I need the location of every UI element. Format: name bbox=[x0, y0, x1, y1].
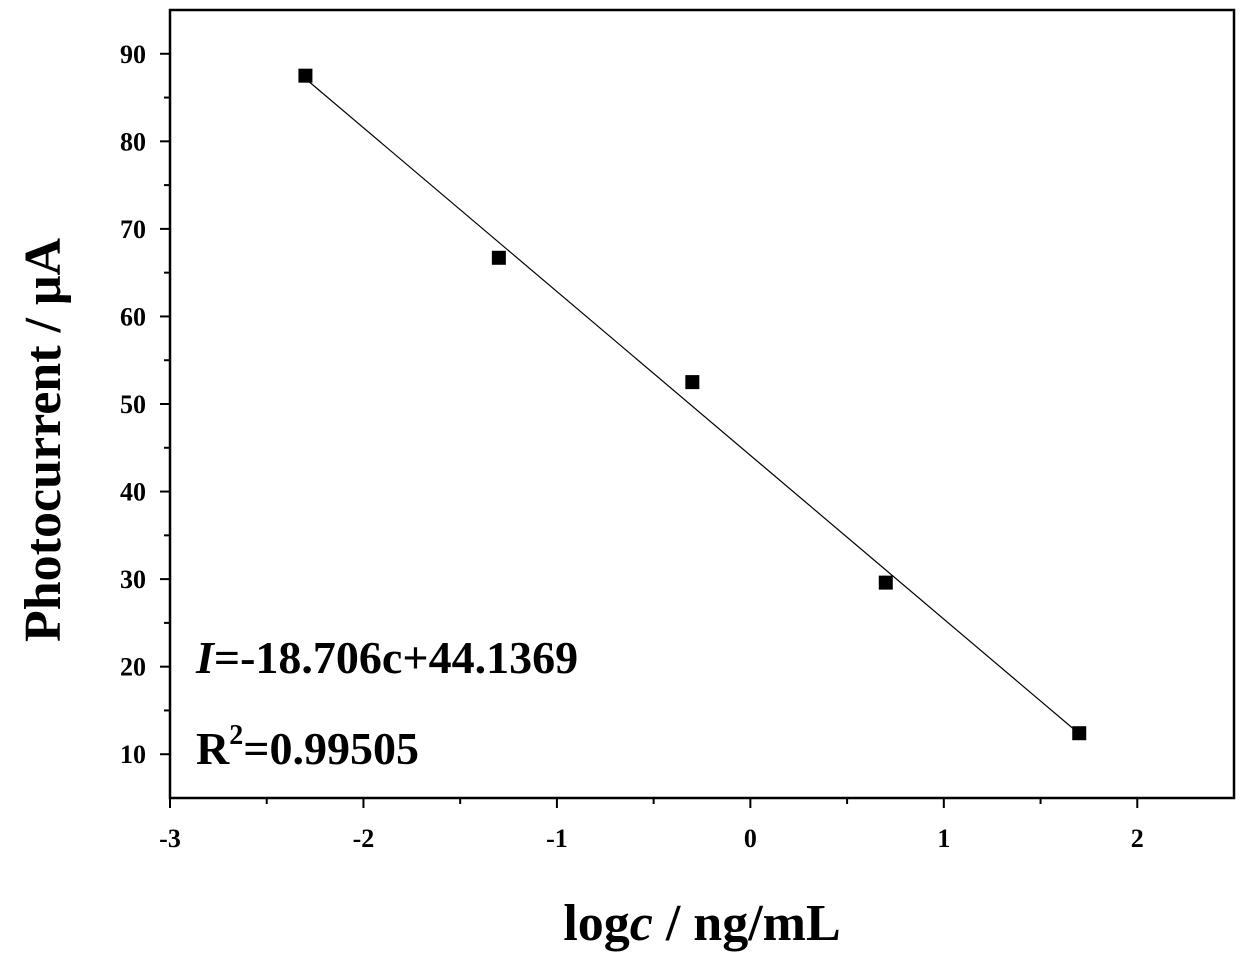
y-tick-label: 20 bbox=[120, 653, 146, 682]
equation-annotation: I=-18.706c+44.1369 bbox=[195, 632, 578, 683]
r-squared-annotation: R2=0.99505 bbox=[196, 720, 419, 774]
data-point bbox=[298, 69, 312, 83]
y-tick-label: 10 bbox=[120, 740, 146, 769]
y-tick-label: 50 bbox=[120, 390, 146, 419]
r-squared-superscript: 2 bbox=[229, 720, 243, 751]
r-squared-value: =0.99505 bbox=[243, 723, 419, 774]
data-point bbox=[879, 576, 893, 590]
x-tick-label: 0 bbox=[744, 824, 757, 853]
y-tick-label: 90 bbox=[120, 40, 146, 69]
x-tick-label: -1 bbox=[546, 824, 568, 853]
x-tick-label: 1 bbox=[937, 824, 950, 853]
equation-expression: =-18.706c+44.1369 bbox=[214, 632, 578, 683]
data-point bbox=[685, 375, 699, 389]
x-tick-label: 2 bbox=[1131, 824, 1144, 853]
r-squared-base: R bbox=[196, 723, 230, 774]
data-point bbox=[1072, 726, 1086, 740]
y-tick-label: 40 bbox=[120, 478, 146, 507]
y-tick-label: 70 bbox=[120, 215, 146, 244]
x-axis-title-main: log bbox=[563, 895, 629, 952]
y-tick-label: 60 bbox=[120, 302, 146, 331]
x-axis-title-variable: c bbox=[630, 895, 653, 952]
y-tick-label: 30 bbox=[120, 565, 146, 594]
equation-variable: I bbox=[195, 632, 216, 683]
y-axis-title: Photocurrent / μA bbox=[15, 238, 72, 642]
y-tick-label: 80 bbox=[120, 127, 146, 156]
x-tick-label: -2 bbox=[353, 824, 375, 853]
x-tick-label: -3 bbox=[159, 824, 181, 853]
x-axis-title-unit: / ng/mL bbox=[653, 895, 841, 952]
x-axis-title: logc / ng/mL bbox=[563, 895, 840, 952]
data-point bbox=[492, 251, 506, 265]
